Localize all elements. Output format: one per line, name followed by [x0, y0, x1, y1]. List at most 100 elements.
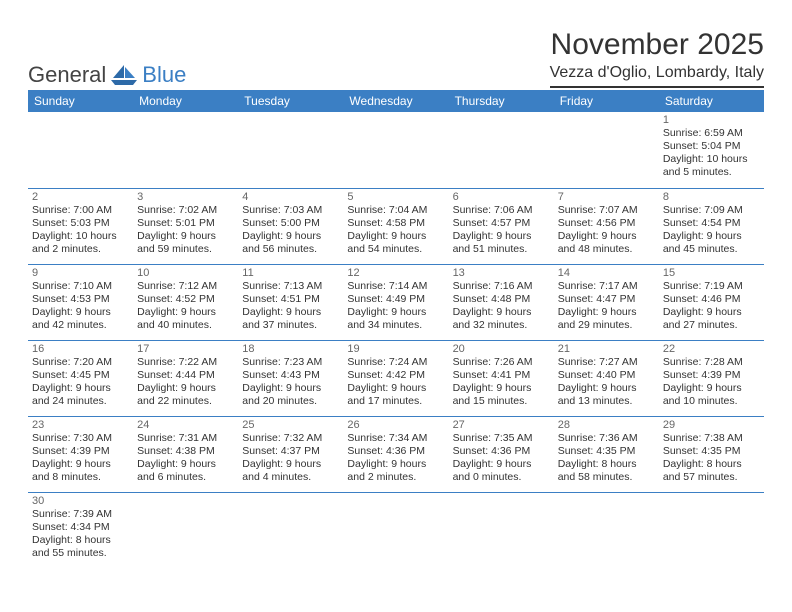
- calendar-cell-empty: [659, 492, 764, 568]
- calendar-cell: 7Sunrise: 7:07 AMSunset: 4:56 PMDaylight…: [554, 188, 659, 264]
- day-number: 29: [663, 419, 760, 431]
- calendar-cell-empty: [28, 112, 133, 188]
- day-number: 23: [32, 419, 129, 431]
- day-info: Sunrise: 7:35 AMSunset: 4:36 PMDaylight:…: [453, 432, 550, 485]
- day-info: Sunrise: 7:36 AMSunset: 4:35 PMDaylight:…: [558, 432, 655, 485]
- calendar-cell-empty: [133, 112, 238, 188]
- day-number: 1: [663, 114, 760, 126]
- calendar-cell: 1Sunrise: 6:59 AMSunset: 5:04 PMDaylight…: [659, 112, 764, 188]
- day-number: 22: [663, 343, 760, 355]
- calendar-cell: 21Sunrise: 7:27 AMSunset: 4:40 PMDayligh…: [554, 340, 659, 416]
- day-info: Sunrise: 7:34 AMSunset: 4:36 PMDaylight:…: [347, 432, 444, 485]
- day-number: 21: [558, 343, 655, 355]
- calendar-cell-empty: [554, 112, 659, 188]
- calendar-cell: 9Sunrise: 7:10 AMSunset: 4:53 PMDaylight…: [28, 264, 133, 340]
- day-number: 5: [347, 191, 444, 203]
- brand-logo: General Blue: [28, 54, 186, 88]
- calendar-cell-empty: [449, 112, 554, 188]
- day-number: 16: [32, 343, 129, 355]
- calendar-cell: 25Sunrise: 7:32 AMSunset: 4:37 PMDayligh…: [238, 416, 343, 492]
- weekday-header: Tuesday: [238, 90, 343, 112]
- day-number: 28: [558, 419, 655, 431]
- weekday-header: Monday: [133, 90, 238, 112]
- day-number: 30: [32, 495, 129, 507]
- header-block: General Blue November 2025 Vezza d'Oglio…: [28, 28, 764, 88]
- day-info: Sunrise: 7:03 AMSunset: 5:00 PMDaylight:…: [242, 204, 339, 257]
- weekday-header: Sunday: [28, 90, 133, 112]
- day-info: Sunrise: 7:09 AMSunset: 4:54 PMDaylight:…: [663, 204, 760, 257]
- day-info: Sunrise: 7:23 AMSunset: 4:43 PMDaylight:…: [242, 356, 339, 409]
- day-info: Sunrise: 7:30 AMSunset: 4:39 PMDaylight:…: [32, 432, 129, 485]
- weekday-header: Friday: [554, 90, 659, 112]
- day-number: 18: [242, 343, 339, 355]
- calendar-cell: 8Sunrise: 7:09 AMSunset: 4:54 PMDaylight…: [659, 188, 764, 264]
- calendar-body: 1Sunrise: 6:59 AMSunset: 5:04 PMDaylight…: [28, 112, 764, 568]
- calendar-cell: 11Sunrise: 7:13 AMSunset: 4:51 PMDayligh…: [238, 264, 343, 340]
- day-info: Sunrise: 7:27 AMSunset: 4:40 PMDaylight:…: [558, 356, 655, 409]
- day-number: 25: [242, 419, 339, 431]
- calendar-cell: 6Sunrise: 7:06 AMSunset: 4:57 PMDaylight…: [449, 188, 554, 264]
- calendar-cell: 5Sunrise: 7:04 AMSunset: 4:58 PMDaylight…: [343, 188, 448, 264]
- day-info: Sunrise: 7:19 AMSunset: 4:46 PMDaylight:…: [663, 280, 760, 333]
- calendar-cell: 2Sunrise: 7:00 AMSunset: 5:03 PMDaylight…: [28, 188, 133, 264]
- calendar-row: 30Sunrise: 7:39 AMSunset: 4:34 PMDayligh…: [28, 492, 764, 568]
- calendar-cell: 17Sunrise: 7:22 AMSunset: 4:44 PMDayligh…: [133, 340, 238, 416]
- day-info: Sunrise: 7:13 AMSunset: 4:51 PMDaylight:…: [242, 280, 339, 333]
- calendar-cell: 15Sunrise: 7:19 AMSunset: 4:46 PMDayligh…: [659, 264, 764, 340]
- day-number: 11: [242, 267, 339, 279]
- calendar-cell: 13Sunrise: 7:16 AMSunset: 4:48 PMDayligh…: [449, 264, 554, 340]
- month-title: November 2025: [550, 28, 764, 62]
- calendar-cell: 16Sunrise: 7:20 AMSunset: 4:45 PMDayligh…: [28, 340, 133, 416]
- day-number: 20: [453, 343, 550, 355]
- day-info: Sunrise: 7:22 AMSunset: 4:44 PMDaylight:…: [137, 356, 234, 409]
- day-info: Sunrise: 7:28 AMSunset: 4:39 PMDaylight:…: [663, 356, 760, 409]
- day-number: 4: [242, 191, 339, 203]
- calendar-row: 2Sunrise: 7:00 AMSunset: 5:03 PMDaylight…: [28, 188, 764, 264]
- calendar-row: 1Sunrise: 6:59 AMSunset: 5:04 PMDaylight…: [28, 112, 764, 188]
- day-number: 24: [137, 419, 234, 431]
- header-right: November 2025 Vezza d'Oglio, Lombardy, I…: [550, 28, 764, 88]
- day-number: 8: [663, 191, 760, 203]
- calendar-cell-empty: [449, 492, 554, 568]
- day-number: 17: [137, 343, 234, 355]
- calendar-cell-empty: [238, 492, 343, 568]
- day-info: Sunrise: 7:04 AMSunset: 4:58 PMDaylight:…: [347, 204, 444, 257]
- day-info: Sunrise: 7:20 AMSunset: 4:45 PMDaylight:…: [32, 356, 129, 409]
- day-info: Sunrise: 7:38 AMSunset: 4:35 PMDaylight:…: [663, 432, 760, 485]
- weekday-header: Saturday: [659, 90, 764, 112]
- calendar-cell: 14Sunrise: 7:17 AMSunset: 4:47 PMDayligh…: [554, 264, 659, 340]
- day-number: 7: [558, 191, 655, 203]
- brand-part1: General: [28, 62, 106, 88]
- calendar-table: SundayMondayTuesdayWednesdayThursdayFrid…: [28, 90, 764, 568]
- calendar-cell: 12Sunrise: 7:14 AMSunset: 4:49 PMDayligh…: [343, 264, 448, 340]
- calendar-cell: 20Sunrise: 7:26 AMSunset: 4:41 PMDayligh…: [449, 340, 554, 416]
- calendar-page: General Blue November 2025 Vezza d'Oglio…: [0, 0, 792, 568]
- day-info: Sunrise: 7:10 AMSunset: 4:53 PMDaylight:…: [32, 280, 129, 333]
- day-info: Sunrise: 7:14 AMSunset: 4:49 PMDaylight:…: [347, 280, 444, 333]
- day-info: Sunrise: 7:07 AMSunset: 4:56 PMDaylight:…: [558, 204, 655, 257]
- location-label: Vezza d'Oglio, Lombardy, Italy: [550, 64, 764, 88]
- day-info: Sunrise: 7:39 AMSunset: 4:34 PMDaylight:…: [32, 508, 129, 561]
- day-info: Sunrise: 7:31 AMSunset: 4:38 PMDaylight:…: [137, 432, 234, 485]
- weekday-header: Thursday: [449, 90, 554, 112]
- day-info: Sunrise: 7:32 AMSunset: 4:37 PMDaylight:…: [242, 432, 339, 485]
- day-number: 13: [453, 267, 550, 279]
- calendar-cell: 10Sunrise: 7:12 AMSunset: 4:52 PMDayligh…: [133, 264, 238, 340]
- day-info: Sunrise: 7:02 AMSunset: 5:01 PMDaylight:…: [137, 204, 234, 257]
- day-info: Sunrise: 7:06 AMSunset: 4:57 PMDaylight:…: [453, 204, 550, 257]
- calendar-cell-empty: [343, 492, 448, 568]
- weekday-header: Wednesday: [343, 90, 448, 112]
- calendar-cell-empty: [343, 112, 448, 188]
- calendar-cell-empty: [554, 492, 659, 568]
- day-info: Sunrise: 6:59 AMSunset: 5:04 PMDaylight:…: [663, 127, 760, 180]
- calendar-cell: 24Sunrise: 7:31 AMSunset: 4:38 PMDayligh…: [133, 416, 238, 492]
- day-info: Sunrise: 7:24 AMSunset: 4:42 PMDaylight:…: [347, 356, 444, 409]
- day-number: 9: [32, 267, 129, 279]
- calendar-cell-empty: [133, 492, 238, 568]
- day-number: 14: [558, 267, 655, 279]
- calendar-cell: 18Sunrise: 7:23 AMSunset: 4:43 PMDayligh…: [238, 340, 343, 416]
- calendar-cell: 3Sunrise: 7:02 AMSunset: 5:01 PMDaylight…: [133, 188, 238, 264]
- calendar-cell: 19Sunrise: 7:24 AMSunset: 4:42 PMDayligh…: [343, 340, 448, 416]
- calendar-cell: 29Sunrise: 7:38 AMSunset: 4:35 PMDayligh…: [659, 416, 764, 492]
- brand-part2: Blue: [142, 62, 186, 88]
